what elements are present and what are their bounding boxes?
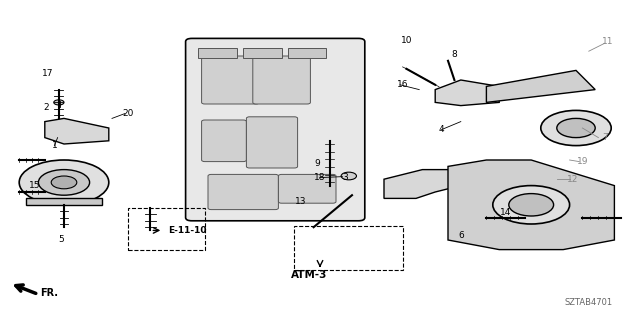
Circle shape <box>341 172 356 180</box>
Polygon shape <box>26 198 102 205</box>
Bar <box>198 48 237 58</box>
FancyBboxPatch shape <box>246 117 298 168</box>
Text: ATM-3: ATM-3 <box>291 270 328 280</box>
FancyBboxPatch shape <box>253 56 310 104</box>
Circle shape <box>509 194 554 216</box>
Bar <box>288 48 326 58</box>
Text: 4: 4 <box>439 125 444 134</box>
Circle shape <box>54 100 64 105</box>
Circle shape <box>51 176 77 189</box>
Circle shape <box>541 110 611 146</box>
Bar <box>128 208 205 250</box>
Text: 18: 18 <box>314 173 326 182</box>
Text: 11: 11 <box>602 37 614 46</box>
Text: 2: 2 <box>44 103 49 112</box>
Circle shape <box>493 186 570 224</box>
Circle shape <box>38 170 90 195</box>
FancyBboxPatch shape <box>202 120 246 162</box>
Circle shape <box>557 118 595 138</box>
FancyBboxPatch shape <box>278 174 336 203</box>
Text: 6: 6 <box>458 231 463 240</box>
Text: 19: 19 <box>577 157 588 166</box>
Text: 7: 7 <box>602 133 607 142</box>
Text: 15: 15 <box>29 181 41 190</box>
Text: 17: 17 <box>42 69 54 78</box>
Text: FR.: FR. <box>40 288 58 299</box>
FancyBboxPatch shape <box>208 174 278 210</box>
Text: SZTAB4701: SZTAB4701 <box>564 298 613 307</box>
Text: 1: 1 <box>52 141 57 150</box>
FancyBboxPatch shape <box>202 56 259 104</box>
Bar <box>294 226 403 270</box>
Text: 20: 20 <box>122 109 134 118</box>
Text: 10: 10 <box>401 36 412 44</box>
Text: 8: 8 <box>452 50 457 59</box>
Text: 3: 3 <box>343 173 348 182</box>
FancyBboxPatch shape <box>186 38 365 221</box>
Circle shape <box>19 160 109 205</box>
Polygon shape <box>435 80 499 106</box>
Polygon shape <box>45 118 109 144</box>
Bar <box>243 48 282 58</box>
Polygon shape <box>448 160 614 250</box>
Text: 13: 13 <box>295 197 307 206</box>
Text: 16: 16 <box>397 80 409 89</box>
Text: 14: 14 <box>500 208 511 217</box>
Text: 12: 12 <box>567 175 579 184</box>
Polygon shape <box>486 70 595 102</box>
Polygon shape <box>384 170 461 198</box>
Text: 9: 9 <box>314 159 319 168</box>
Text: 5: 5 <box>58 236 63 244</box>
Text: E-11-10: E-11-10 <box>168 226 207 235</box>
